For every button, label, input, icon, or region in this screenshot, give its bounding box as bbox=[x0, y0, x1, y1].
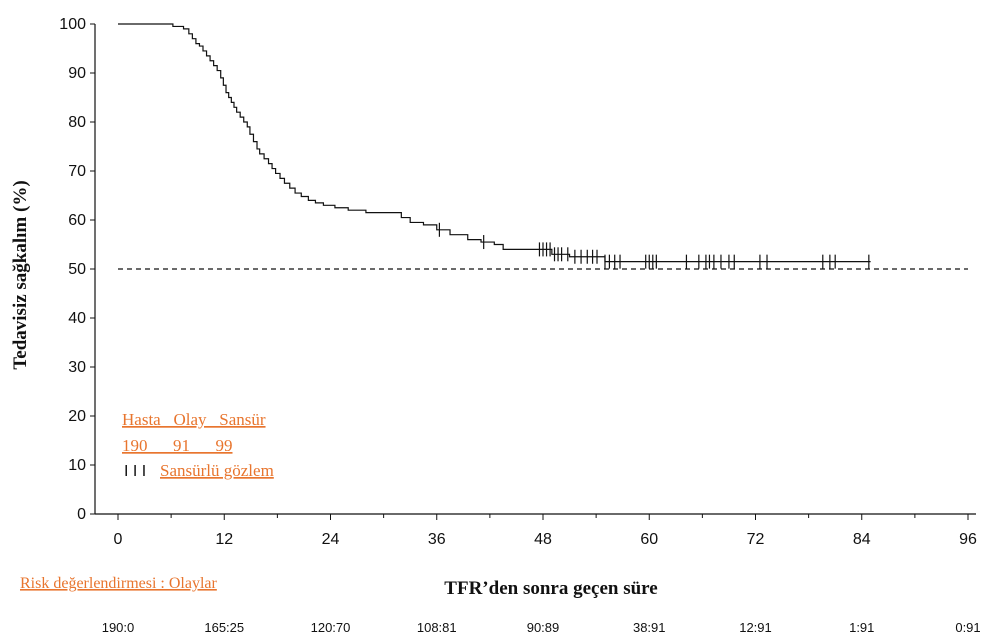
axes: 0 10 20 30 40 50 60 70 80 90 100 0 12 24 36 48 60 72 84 96 bbox=[59, 16, 977, 548]
censor-legend-label: Sansürlü gözlem bbox=[160, 461, 274, 480]
y-tick-label: 0 bbox=[77, 506, 86, 523]
x-axis-label: TFR’den sonra geçen süre bbox=[444, 578, 657, 599]
risk-table-value: 165:25 bbox=[204, 620, 244, 635]
x-tick-label: 0 bbox=[114, 531, 123, 548]
y-tick-label: 80 bbox=[68, 114, 86, 131]
x-tick-label: 36 bbox=[428, 531, 446, 548]
y-tick-label: 10 bbox=[68, 457, 86, 474]
y-tick-label: 90 bbox=[68, 65, 86, 82]
risk-table-value: 0:91 bbox=[955, 620, 980, 635]
survival-curve-group bbox=[118, 23, 871, 263]
risk-table-value: 108:81 bbox=[417, 620, 457, 635]
y-tick-label: 60 bbox=[68, 212, 86, 229]
x-tick-label: 12 bbox=[215, 531, 233, 548]
censor-marks bbox=[438, 222, 870, 269]
annotation-values: 190 91 99 bbox=[122, 436, 233, 455]
risk-table-label: Risk değerlendirmesi : Olaylar bbox=[20, 575, 218, 592]
y-tick-label: 20 bbox=[68, 408, 86, 425]
x-tick-label: 24 bbox=[322, 531, 340, 548]
survival-curve-line bbox=[118, 23, 871, 263]
risk-table: 190:0 165:25 120:70 108:81 90:89 38:91 12:91 1:… bbox=[102, 620, 981, 635]
x-tick-label: 84 bbox=[853, 531, 871, 548]
x-tick-label: 72 bbox=[747, 531, 765, 548]
y-tick-label: 40 bbox=[68, 310, 86, 327]
y-tick-label: 30 bbox=[68, 359, 86, 376]
risk-table-value: 1:91 bbox=[849, 620, 874, 635]
y-axis-label: Tedavisiz sağkalım (%) bbox=[10, 180, 31, 369]
risk-table-value: 38:91 bbox=[633, 620, 666, 635]
x-tick-label: 60 bbox=[640, 531, 658, 548]
risk-table-value: 12:91 bbox=[739, 620, 772, 635]
y-tick-label: 70 bbox=[68, 163, 86, 180]
x-tick-label: 48 bbox=[534, 531, 552, 548]
y-tick-label: 50 bbox=[68, 261, 86, 278]
risk-table-value: 90:89 bbox=[527, 620, 560, 635]
y-tick-label: 100 bbox=[59, 16, 86, 33]
risk-table-value: 120:70 bbox=[311, 620, 351, 635]
risk-table-value: 190:0 bbox=[102, 620, 135, 635]
x-tick-label: 96 bbox=[959, 531, 977, 548]
annotation-header: Hasta Olay Sansür bbox=[122, 410, 266, 429]
censor-legend-glyph: I I I bbox=[124, 463, 146, 480]
